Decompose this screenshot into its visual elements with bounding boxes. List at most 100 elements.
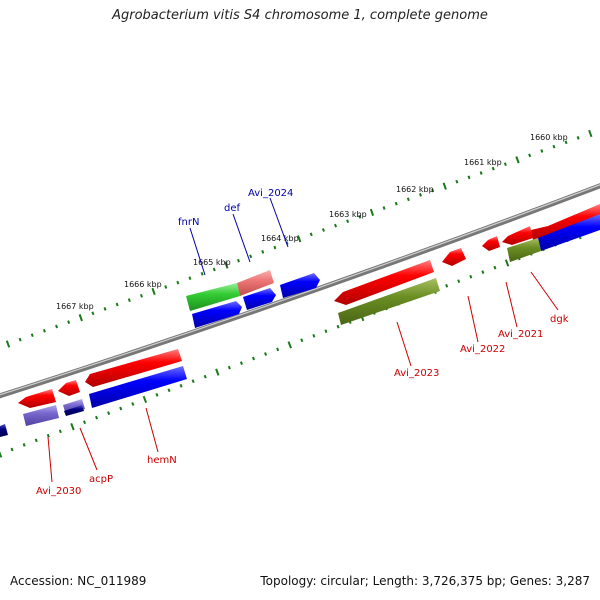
scale-minor-tick [239,361,243,365]
gene-arrow[interactable] [442,248,466,266]
gene-arrow[interactable] [192,301,242,328]
scale-major-tick [369,208,375,217]
scale-label: 1660 kbp [530,133,568,142]
scale-minor-tick [481,270,485,274]
scale-minor-tick [188,276,192,281]
gene-arrow-hemN-upper[interactable] [85,349,182,387]
scale-minor-tick [564,140,568,145]
genome-backbone-highlight [0,184,600,396]
scale-minor-tick [46,433,50,438]
scale-minor-tick [346,219,350,224]
scale-major-tick [142,395,148,404]
scale-minor-tick [491,166,495,171]
scale-minor-tick [139,293,143,298]
scale-minor-tick [103,307,107,311]
scale-label: 1665 kbp [193,258,231,267]
accession-text: Accession: NC_011989 [10,574,147,588]
gene-arrow[interactable] [0,424,8,437]
scale-minor-tick [493,265,497,270]
scale-minor-tick [237,258,240,263]
upper-scale-ruler [5,129,593,348]
scale-minor-tick [334,223,338,228]
gene-label: Avi_2024 [248,188,293,199]
scale-minor-tick [155,393,159,397]
scale-minor-tick [273,245,277,250]
scale-major-tick [215,368,220,376]
gene-arrow-hemN[interactable] [89,366,187,408]
scale-minor-tick [552,144,556,149]
gene-arrow[interactable] [502,226,533,245]
gene-arrow-avi2022[interactable] [338,278,440,325]
scale-minor-tick [67,320,71,324]
scale-minor-tick [324,329,328,334]
genome-backbone [0,183,600,399]
gene-arrow-avi2024[interactable] [280,273,320,298]
scale-minor-tick [576,136,580,140]
scale-minor-tick [119,406,123,411]
scale-minor-tick [382,206,386,210]
scale-minor-tick [22,443,26,447]
scale-minor-tick [200,271,204,276]
scale-major-tick [442,182,447,190]
scale-minor-tick [276,347,280,352]
gene-arrow-acpP[interactable] [58,380,80,396]
gene-arrow[interactable] [23,405,59,426]
scale-minor-tick [91,311,95,316]
scale-minor-tick [115,302,119,307]
scale-major-tick [78,314,83,322]
upper-track [18,204,600,408]
gene-arrow[interactable] [18,389,56,408]
scale-minor-tick [42,328,46,333]
scale-minor-tick [34,438,38,443]
topology-text: Topology: circular; Length: 3,726,375 bp… [260,574,590,588]
lower-track [0,214,600,437]
scale-major-tick [224,261,229,269]
scale-minor-tick [251,356,256,361]
scale-label: 1664 kbp [261,234,299,243]
scale-minor-tick [127,298,131,303]
scale-minor-tick [503,162,507,167]
scale-minor-tick [540,149,544,153]
scale-major-tick [297,235,302,243]
gene-arrow-dgk[interactable] [507,238,541,262]
scale-minor-tick [82,420,87,425]
scale-minor-tick [227,365,231,370]
gene-arrow[interactable] [64,405,84,416]
scale-minor-tick [431,188,435,193]
map-title: Agrobacterium vitis S4 chromosome 1, com… [112,8,488,23]
gene-label: acpP [89,474,113,485]
scale-minor-tick [528,153,532,158]
gene-label: Avi_2021 [498,329,543,340]
gene-label: Avi_2022 [460,344,505,355]
scale-minor-tick [457,279,461,284]
scale-minor-tick [95,415,99,420]
gene-leader-lines [47,197,559,483]
scale-minor-tick [249,254,253,259]
gene-label: dgk [550,314,569,325]
scale-minor-tick [164,285,168,289]
gene-arrow-fnrN[interactable] [186,283,240,311]
scale-minor-tick [479,171,483,175]
scale-minor-tick [394,201,398,206]
scale-minor-tick [107,411,111,415]
gene-label: def [224,203,241,214]
scale-major-tick [504,259,510,267]
scale-minor-tick [264,352,268,356]
gene-arrow[interactable] [531,204,600,240]
scale-minor-tick [55,324,59,329]
gene-arrow-def[interactable] [237,270,274,296]
scale-minor-tick [336,324,340,329]
scale-minor-tick [167,388,171,393]
gene-arrow-avi2023[interactable] [334,260,434,305]
gene-label: hemN [147,455,177,466]
scale-minor-tick [30,333,34,338]
gene-arrow[interactable] [243,288,276,310]
scale-label: 1661 kbp [464,158,502,167]
scale-minor-tick [418,193,422,197]
gene-arrow[interactable] [538,214,600,251]
scale-label: 1662 kbp [396,185,434,194]
gene-arrow[interactable] [482,236,500,251]
gene-label: Avi_2030 [36,486,81,497]
scale-major-tick [5,340,11,348]
scale-minor-tick [469,274,473,279]
